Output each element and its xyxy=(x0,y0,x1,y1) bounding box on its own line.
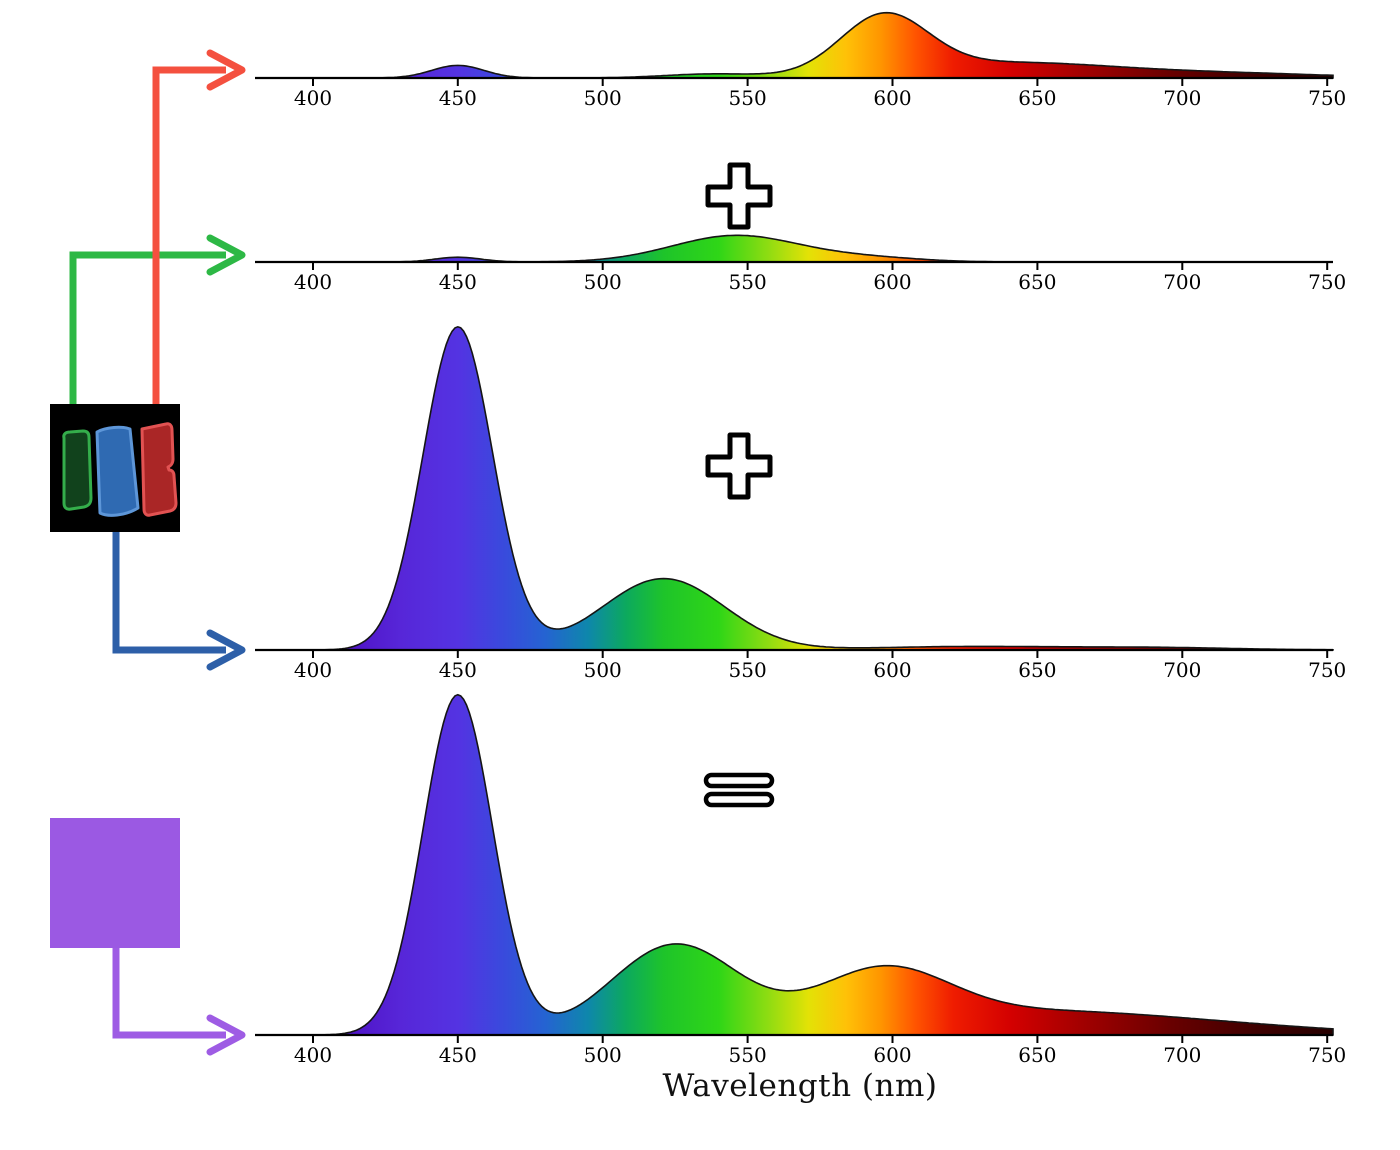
tick-label: 700 xyxy=(1163,270,1201,294)
tick-label: 400 xyxy=(294,658,332,682)
tick-label: 700 xyxy=(1163,658,1201,682)
tick-label: 600 xyxy=(873,86,911,110)
tick-label: 550 xyxy=(729,658,767,682)
tick-label: 750 xyxy=(1308,270,1346,294)
spectrum-curve xyxy=(255,11,1334,79)
blue-arrow xyxy=(112,528,246,671)
tick-label: 600 xyxy=(873,658,911,682)
tick-label: 600 xyxy=(873,270,911,294)
tick-label: 700 xyxy=(1163,1043,1201,1067)
tick-label: 750 xyxy=(1308,86,1346,110)
blue-subpixel xyxy=(95,425,140,517)
red-subpixel xyxy=(140,422,178,517)
tick-label: 400 xyxy=(294,270,332,294)
spectrum-curve xyxy=(255,325,1334,651)
tick-label: 650 xyxy=(1018,1043,1056,1067)
spectrum-chart-green: 400 450 500 550 600 650 700 750 xyxy=(250,222,1350,298)
purple-arrow xyxy=(112,946,246,1056)
equals-icon xyxy=(703,772,775,808)
tick-label: 500 xyxy=(584,270,622,294)
green-arrow xyxy=(69,234,246,404)
spectrum-chart-red: 400 450 500 550 600 650 700 750 xyxy=(250,8,1350,114)
tick-label: 650 xyxy=(1018,658,1056,682)
tick-label: 750 xyxy=(1308,1043,1346,1067)
tick-label: 650 xyxy=(1018,86,1056,110)
tick-label: 750 xyxy=(1308,658,1346,682)
tick-label: 600 xyxy=(873,1043,911,1067)
tick-label: 650 xyxy=(1018,270,1056,294)
purple-swatch xyxy=(50,818,180,948)
spectrum-chart-blue: 400 450 500 550 600 650 700 750 xyxy=(250,318,1350,686)
rgb-subpixels-image xyxy=(50,404,180,532)
tick-label: 450 xyxy=(439,270,477,294)
tick-label: 550 xyxy=(729,270,767,294)
tick-label: 450 xyxy=(439,658,477,682)
tick-label: 550 xyxy=(729,1043,767,1067)
green-subpixel xyxy=(62,429,93,511)
tick-label: 450 xyxy=(439,86,477,110)
tick-label: 400 xyxy=(294,1043,332,1067)
tick-label: 450 xyxy=(439,1043,477,1067)
spectrum-curve xyxy=(255,234,1333,263)
spectrum-curve xyxy=(255,693,1334,1036)
tick-label: 500 xyxy=(584,658,622,682)
tick-label: 500 xyxy=(584,1043,622,1067)
tick-label: 500 xyxy=(584,86,622,110)
tick-label: 400 xyxy=(294,86,332,110)
tick-label: 550 xyxy=(729,86,767,110)
plus-icon xyxy=(705,432,773,500)
tick-label: 700 xyxy=(1163,86,1201,110)
red-arrow xyxy=(152,49,246,404)
spectrum-chart-total: 400 450 500 550 600 650 700 750 xyxy=(250,690,1350,1071)
x-axis-label: Wavelength (nm) xyxy=(662,1068,938,1104)
plus-icon xyxy=(705,162,773,230)
